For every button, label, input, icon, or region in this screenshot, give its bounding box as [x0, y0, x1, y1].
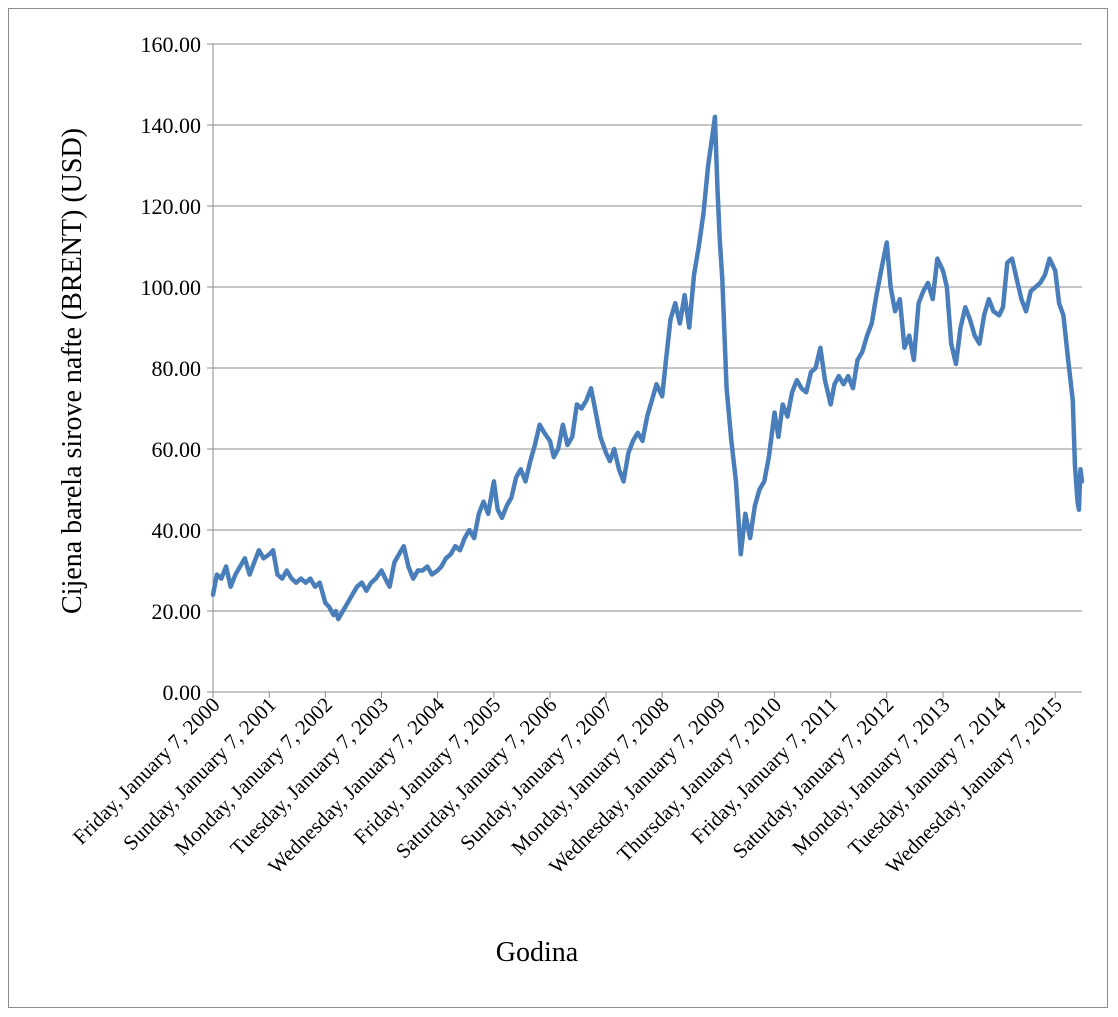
- gridlines: [213, 43, 1082, 612]
- y-axis-title: Cijena barela sirove nafte (BRENT) (USD): [57, 128, 88, 614]
- y-tick-label: 0.00: [163, 680, 202, 705]
- chart-frame: 0.00 20.00 40.00 60.00 80.00 100.00 120.00 140.…: [8, 8, 1108, 1008]
- y-tick-label: 20.00: [152, 599, 202, 624]
- series-layer: [210, 114, 1085, 622]
- y-tick-label: 120.00: [141, 194, 202, 219]
- x-axis-title: Godina: [496, 937, 579, 968]
- axes: [207, 43, 1082, 698]
- series-line: [210, 114, 1085, 622]
- y-tick-label: 40.00: [152, 518, 202, 543]
- y-tick-label: 140.00: [141, 113, 202, 138]
- y-tick-label: 100.00: [141, 275, 202, 300]
- y-tick-label: 80.00: [152, 356, 202, 381]
- y-tick-label: 60.00: [152, 437, 202, 462]
- line-chart: 0.00 20.00 40.00 60.00 80.00 100.00 120.00 140.…: [57, 32, 1085, 968]
- y-tick-labels: 0.00 20.00 40.00 60.00 80.00 100.00 120.00 140.…: [141, 32, 202, 705]
- y-tick-label: 160.00: [141, 32, 202, 57]
